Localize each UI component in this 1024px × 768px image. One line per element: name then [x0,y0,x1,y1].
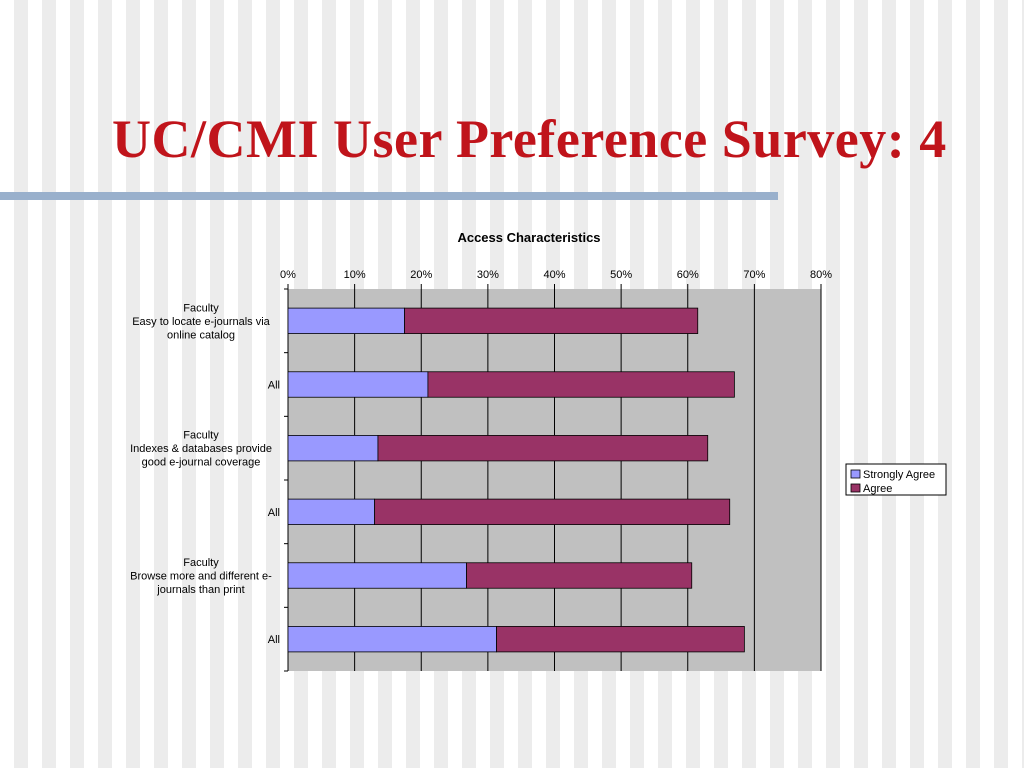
legend-box [845,463,947,496]
x-tick-label: 20% [410,269,432,281]
bar-segment-agree [377,435,709,462]
category-label: Faculty Indexes & databases provide good e… [130,430,272,469]
x-tick-label: 60% [677,269,699,281]
category-label: Faculty Easy to locate e-journals via onli… [132,302,270,341]
category-label: All [268,507,280,519]
bar-segment-agree [374,498,731,525]
legend-label: Agree [863,483,892,495]
x-tick-label: 50% [610,269,632,281]
x-tick-label: 80% [810,269,832,281]
x-tick-label: 40% [543,269,565,281]
x-tick-label: 70% [743,269,765,281]
x-tick-label: 10% [344,269,366,281]
bar-segment-agree [496,626,745,653]
x-tick-label: 0% [280,269,296,281]
title-divider [0,192,778,200]
bar-segment-strongly-agree [287,562,467,589]
bar-segment-strongly-agree [287,307,405,334]
legend-swatch [850,469,861,479]
slide-title: UC/CMI User Preference Survey: 4 [112,109,947,169]
category-label: All [268,380,280,392]
bar-segment-strongly-agree [287,498,376,525]
category-label: Faculty Browse more and different e-journ… [130,557,272,596]
chart-legend: Strongly Agree Agree [845,463,947,496]
bar-segment-strongly-agree [287,435,379,462]
bar-segment-agree [404,307,699,334]
chart-title: Access Characteristics [457,230,600,245]
legend-label: Strongly Agree [863,469,935,481]
bar-segment-agree [427,371,735,398]
category-label: All [268,634,280,646]
legend-swatch [850,483,861,493]
bar-segment-agree [466,562,693,589]
x-tick-label: 30% [477,269,499,281]
bar-segment-strongly-agree [287,626,497,653]
bar-segment-strongly-agree [287,371,429,398]
